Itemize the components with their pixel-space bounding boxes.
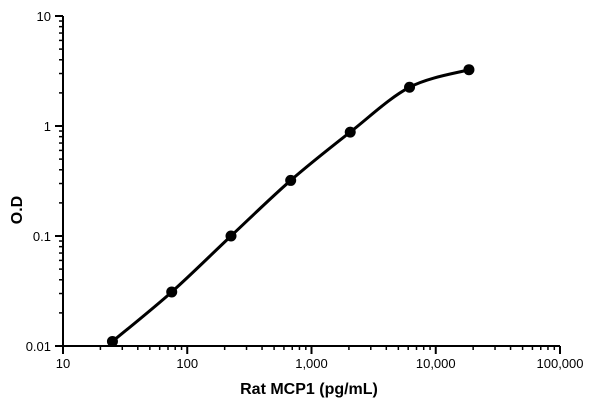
y-tick-label: 1: [44, 119, 51, 134]
data-points: [106, 64, 475, 347]
x-tick-label: 10: [56, 356, 70, 371]
data-point: [344, 126, 356, 138]
x-axis-title: Rat MCP1 (pg/mL): [240, 381, 378, 398]
x-tick-label: 1,000: [295, 356, 328, 371]
y-tick-label: 10: [37, 9, 51, 24]
x-tick-label: 100: [176, 356, 198, 371]
y-tick-label: 0.01: [26, 339, 51, 354]
y-tick-label: 0.1: [33, 229, 51, 244]
data-point: [166, 286, 178, 298]
x-axis-ticks: 10 100 1,000 10,000 100,000: [56, 346, 584, 371]
x-tick-label: 10,000: [416, 356, 456, 371]
y-axis-ticks: 0.01 0.1 1 10: [26, 9, 63, 354]
data-point: [285, 174, 297, 186]
series-curve: [111, 68, 470, 343]
data-point: [225, 230, 237, 242]
y-axis-title: O.D: [9, 196, 26, 224]
data-point: [106, 335, 118, 347]
x-tick-label: 100,000: [537, 356, 584, 371]
data-point: [463, 64, 475, 76]
data-point: [404, 81, 416, 93]
